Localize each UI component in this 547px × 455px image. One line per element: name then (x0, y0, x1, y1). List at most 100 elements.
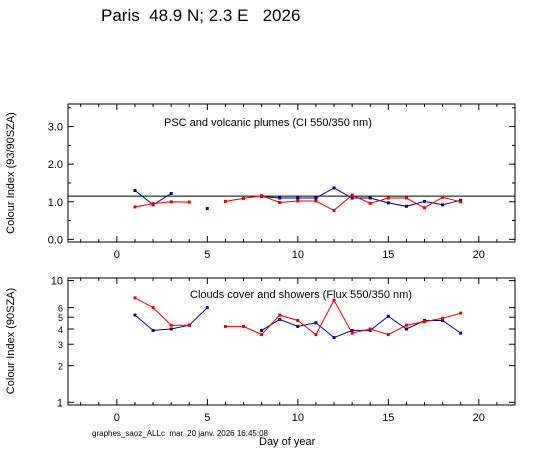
data-point-red (386, 333, 390, 337)
y-axis-label: Colour Index (93/90SZA) (5, 112, 17, 234)
chart-panel-bottom: Clouds cover and showers (Flux 550/350 n… (5, 276, 516, 424)
data-point-red (368, 327, 372, 331)
series-line-red (134, 297, 190, 326)
series-line-blue (134, 307, 208, 331)
data-point-red (296, 199, 300, 203)
data-point-blue (296, 196, 300, 200)
x-tick-label: 15 (382, 249, 394, 261)
data-point-red (278, 201, 282, 204)
y-tick-label: 1 (57, 397, 63, 409)
y-tick-label: 3 (58, 340, 63, 350)
x-tick-label: 5 (204, 249, 210, 261)
data-point-red (223, 199, 227, 203)
page-title: Paris 48.9 N; 2.3 E 2026 (101, 6, 301, 25)
data-point-red (386, 196, 390, 200)
data-point-red (133, 296, 137, 300)
panel-annotation: Clouds cover and showers (Flux 550/350 n… (190, 289, 412, 301)
x-tick-label: 15 (382, 412, 394, 424)
data-point-blue (404, 204, 408, 208)
series-layer (68, 186, 515, 212)
y-axis-label: Colour Index (90SZA) (5, 288, 17, 394)
plot-frame (67, 277, 516, 406)
data-point-red (242, 196, 245, 200)
y-tick-label: 2 (58, 362, 63, 372)
y-tick-label: 4 (58, 325, 63, 335)
data-point-red (187, 200, 191, 204)
x-tick-label: 5 (204, 412, 210, 424)
y-tick-label: 2.0 (48, 159, 63, 171)
data-point-red (350, 193, 354, 197)
data-point-blue (404, 327, 408, 331)
y-tick-label: 0.0 (48, 234, 63, 246)
data-point-red (278, 313, 282, 317)
data-point-blue (169, 327, 173, 331)
data-point-blue (332, 186, 336, 190)
x-tick-label: 0 (114, 412, 120, 424)
data-point-red (169, 200, 173, 204)
x-tick-label: 10 (292, 249, 304, 261)
footer-stamp: graphes_saoz_ALLc mar. 20 janv. 2026 16:… (92, 429, 268, 438)
data-point-red (459, 311, 463, 315)
x-tick-label: 20 (473, 249, 485, 261)
data-point-red (314, 199, 318, 203)
data-point-blue (169, 192, 173, 195)
data-point-red (332, 208, 336, 212)
data-point-blue (205, 306, 209, 310)
data-point-red (169, 323, 173, 327)
data-point-red (404, 196, 408, 200)
chart-panel-top: PSC and volcanic plumes (CI 550/350 nm) … (5, 103, 516, 261)
data-point-blue (151, 328, 155, 332)
data-point-blue (368, 196, 372, 200)
data-point-blue (278, 317, 282, 321)
data-point-blue (278, 196, 282, 200)
data-point-red (350, 331, 354, 335)
series-line-red (134, 201, 190, 208)
data-point-red (441, 195, 445, 199)
data-point-blue (441, 319, 445, 322)
y-tick-label: 5 (58, 313, 63, 323)
x-tick-label: 20 (473, 412, 485, 424)
data-point-red (368, 201, 372, 205)
data-point-blue (350, 328, 354, 332)
series-line-red (225, 194, 461, 211)
data-point-blue (350, 196, 354, 200)
data-point-red (314, 333, 318, 337)
data-point-blue (205, 207, 209, 210)
x-tick-label: 0 (114, 249, 120, 261)
panel-annotation: PSC and volcanic plumes (CI 550/350 nm) (164, 117, 372, 129)
data-point-red (242, 324, 245, 328)
data-point-blue (133, 189, 137, 192)
data-point-blue (423, 199, 426, 203)
series-line-blue (261, 315, 461, 339)
series-layer (133, 296, 463, 340)
data-point-blue (260, 328, 264, 332)
series-line-blue (261, 187, 461, 207)
data-point-red (187, 323, 191, 327)
data-point-blue (296, 324, 300, 328)
data-point-red (332, 298, 336, 302)
series-line-red (225, 299, 461, 336)
x-axis-label: Day of year (259, 436, 316, 448)
data-point-blue (386, 314, 390, 318)
data-point-red (151, 202, 155, 206)
data-point-red (151, 306, 155, 310)
plot-frame (67, 103, 516, 243)
data-point-red (260, 333, 264, 337)
data-point-red (404, 323, 408, 327)
data-point-red (223, 324, 227, 328)
data-point-red (441, 316, 445, 320)
y-tick-label: 10 (51, 276, 63, 288)
data-point-blue (133, 313, 137, 317)
x-tick-label: 10 (292, 412, 304, 424)
data-point-blue (314, 196, 318, 200)
data-point-blue (314, 321, 318, 325)
data-point-blue (459, 331, 463, 335)
data-point-red (133, 205, 137, 209)
data-point-red (459, 200, 463, 204)
data-point-blue (386, 201, 390, 205)
axis-ticks: 0 5 10 15 20 0.0 1.0 2.0 3.0 (48, 104, 515, 261)
data-point-red (423, 206, 426, 210)
data-point-red (260, 194, 264, 198)
